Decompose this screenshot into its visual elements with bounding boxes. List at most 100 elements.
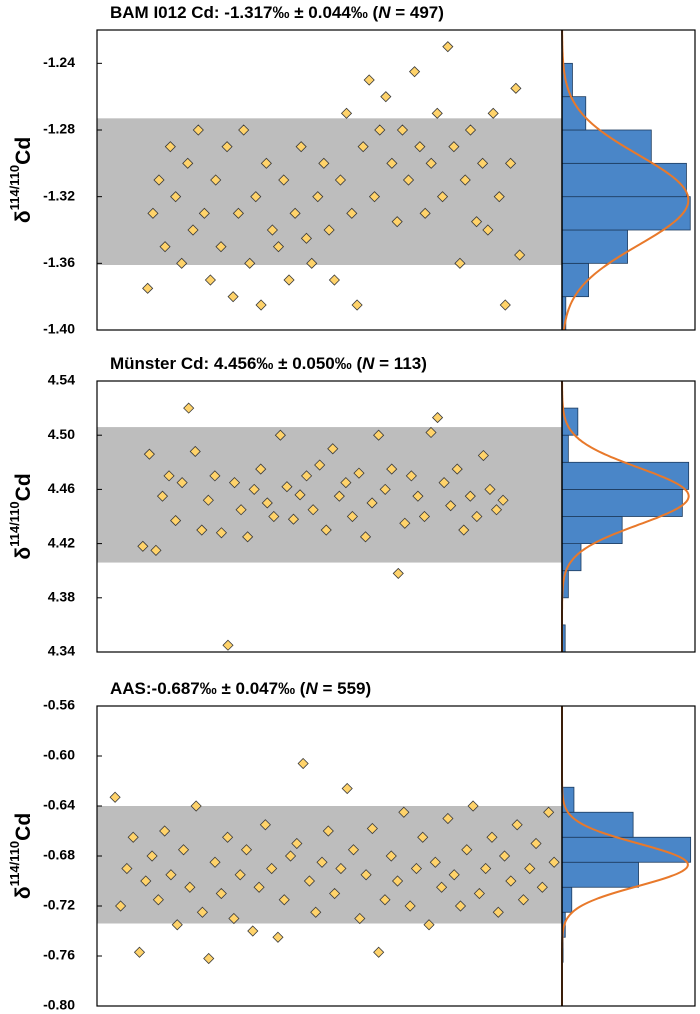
- data-point: [490, 504, 503, 516]
- data-point: [228, 477, 241, 489]
- y-tick-label: 4.42: [48, 534, 75, 550]
- title-part: = 113): [374, 354, 426, 373]
- ylabel-element: Cd: [12, 137, 35, 165]
- data-point: [328, 274, 340, 286]
- data-point: [142, 282, 154, 294]
- y-tick-label: -0.76: [43, 947, 75, 963]
- data-point: [373, 946, 385, 958]
- y-tick-label: 4.46: [48, 480, 75, 496]
- panel-title: AAS:-0.687‰ ± 0.047‰ (N = 559): [110, 679, 371, 698]
- y-tick-label: -1.28: [43, 121, 75, 137]
- data-point: [165, 869, 177, 881]
- sd-band: [97, 806, 562, 924]
- data-point: [359, 531, 372, 543]
- ylabel-element: Cd: [12, 813, 35, 841]
- data-point: [410, 862, 423, 875]
- histogram-bar: [561, 196, 691, 231]
- data-point: [247, 925, 259, 937]
- data-point: [335, 862, 347, 875]
- title-part: BAM I012 Cd: -1.317‰ ± 0.044‰ (: [110, 3, 379, 22]
- data-point: [289, 207, 301, 219]
- title-part: = 559): [318, 679, 371, 698]
- data-point: [373, 429, 385, 441]
- data-point: [392, 567, 404, 579]
- data-point: [431, 107, 443, 119]
- data-point: [284, 850, 297, 862]
- data-point: [414, 141, 426, 153]
- title-part: Münster Cd: 4.456‰ ± 0.050‰ (: [110, 354, 362, 373]
- data-point: [510, 82, 522, 94]
- y-tick-label: -1.24: [43, 54, 75, 70]
- y-axis-label: δ114/110Cd: [7, 813, 34, 899]
- data-point: [398, 806, 410, 818]
- data-point: [448, 141, 460, 153]
- data-point: [170, 514, 182, 527]
- data-point: [408, 66, 421, 78]
- title-part: = 497): [390, 3, 443, 22]
- data-point: [203, 952, 215, 965]
- sd-band: [97, 118, 562, 265]
- data-point: [473, 887, 485, 900]
- data-point: [511, 819, 523, 831]
- data-point: [353, 467, 365, 479]
- title-part: N: [362, 354, 375, 373]
- data-point: [360, 869, 372, 881]
- data-point: [261, 497, 273, 509]
- panel-title: Münster Cd: 4.456‰ ± 0.050‰ (N = 113): [110, 354, 427, 373]
- data-point: [346, 510, 358, 523]
- data-point: [274, 429, 286, 441]
- data-point: [423, 919, 435, 931]
- data-point: [493, 191, 505, 203]
- title-part: N: [305, 679, 318, 698]
- data-point: [454, 900, 467, 912]
- histogram-bar: [561, 488, 683, 517]
- data-point: [150, 544, 162, 556]
- data-point: [464, 490, 476, 502]
- data-point: [183, 402, 195, 414]
- data-point: [357, 141, 369, 153]
- data-point: [109, 791, 121, 803]
- data-point: [266, 224, 278, 236]
- data-point: [482, 224, 494, 236]
- data-point: [405, 470, 417, 482]
- data-point: [146, 850, 158, 862]
- data-point: [303, 875, 316, 887]
- data-point: [295, 141, 307, 153]
- data-point: [461, 844, 473, 856]
- data-point: [294, 489, 306, 501]
- y-tick-label: 4.38: [48, 589, 75, 605]
- data-point: [300, 232, 313, 244]
- plot-frame: [96, 29, 696, 331]
- data-point: [283, 274, 295, 286]
- data-point: [417, 831, 429, 843]
- data-point: [412, 490, 424, 502]
- data-point: [147, 207, 159, 219]
- data-point: [471, 510, 483, 523]
- data-point: [301, 470, 313, 482]
- data-point: [334, 174, 347, 186]
- ylabel-sup: 114/110: [7, 501, 22, 547]
- data-point: [514, 249, 526, 261]
- data-point: [543, 806, 555, 818]
- data-point: [209, 856, 221, 868]
- y-tick-label: 4.34: [48, 643, 75, 659]
- y-tick-label: -0.68: [43, 847, 75, 863]
- data-point: [260, 157, 272, 169]
- y-tick-label: -0.60: [43, 747, 75, 763]
- data-point: [259, 819, 271, 831]
- data-point: [307, 504, 319, 516]
- data-point: [396, 124, 409, 136]
- data-point: [127, 831, 139, 843]
- ylabel-symbol: δ: [12, 547, 35, 560]
- data-point: [448, 869, 460, 881]
- data-point: [184, 881, 196, 893]
- data-point: [310, 906, 322, 918]
- histogram-bar: [561, 861, 639, 888]
- data-point: [215, 887, 227, 900]
- data-point: [487, 107, 499, 119]
- data-point: [187, 224, 199, 236]
- y-tick-label: -0.80: [43, 997, 75, 1013]
- data-point: [391, 875, 404, 887]
- data-point: [323, 224, 335, 236]
